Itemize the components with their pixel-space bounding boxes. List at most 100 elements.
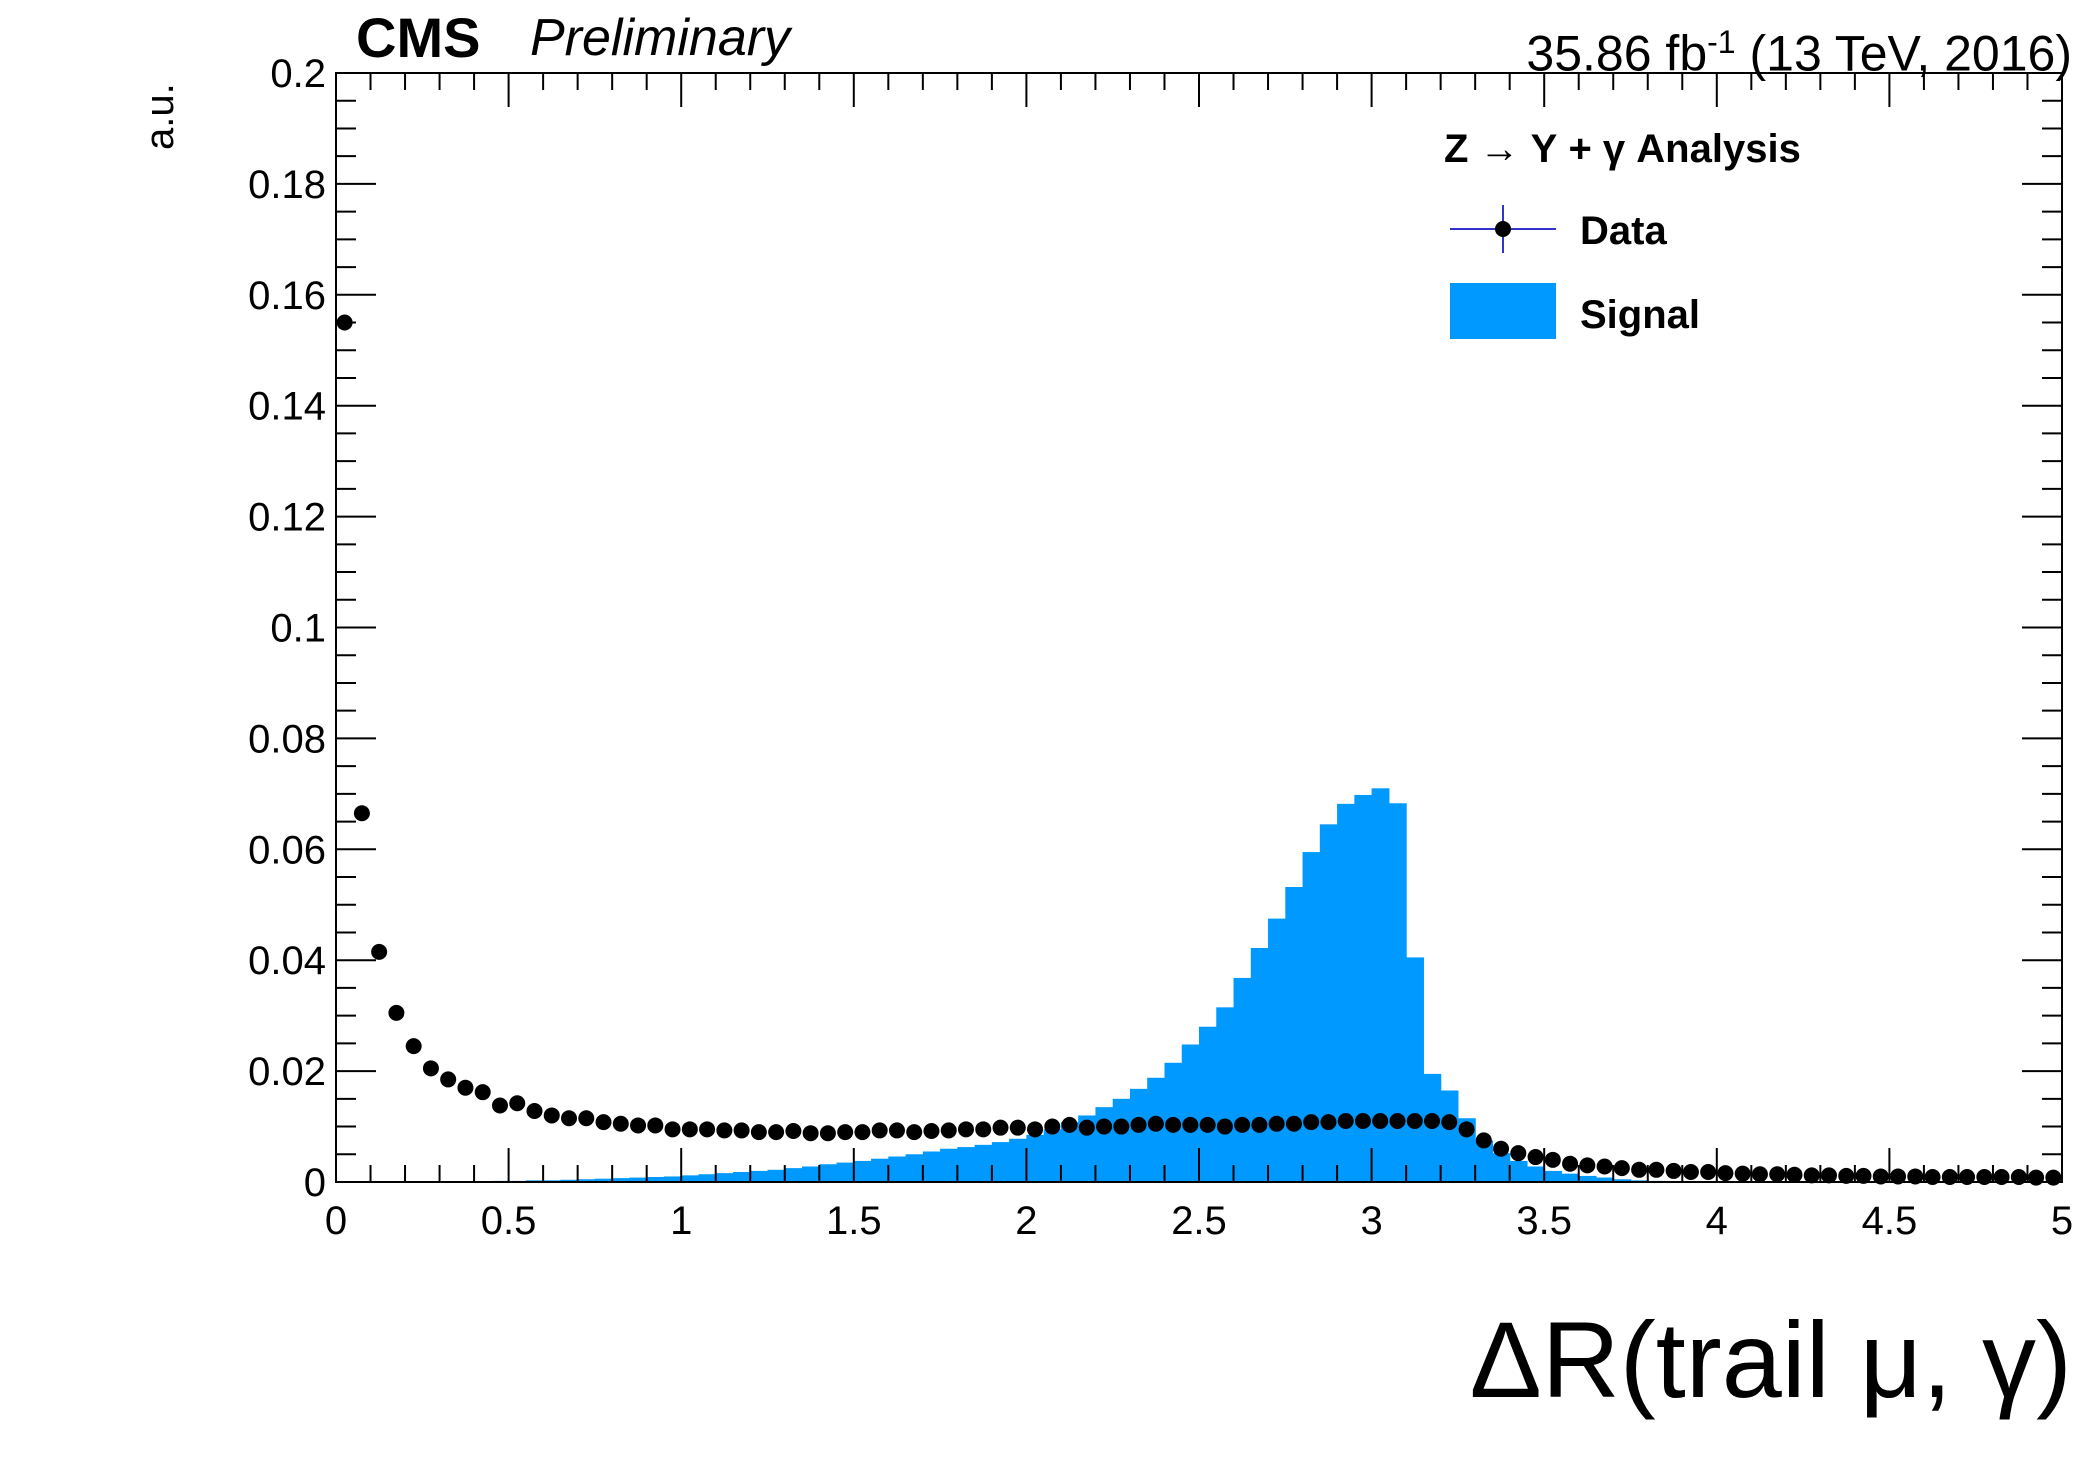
signal-bar <box>1268 918 1286 1182</box>
data-point <box>699 1121 716 1138</box>
y-tick-label: 0.02 <box>248 1050 326 1094</box>
x-tick-label: 5 <box>2051 1199 2073 1243</box>
lumi-unit-exponent: -1 <box>1707 24 1736 60</box>
signal-bar <box>1216 1007 1235 1182</box>
data-point <box>526 1103 543 1120</box>
data-point <box>940 1122 957 1139</box>
data-point <box>906 1124 923 1141</box>
data-point <box>1855 1167 1872 1184</box>
axes: 0 0.5 1 1.5 2 2.5 3 3.5 4 4.5 5 0 0.02 0.04 0.06 0.08 0.… <box>248 52 2073 1243</box>
signal-bar <box>1095 1107 1114 1182</box>
data-point <box>1268 1115 1285 1132</box>
data-point <box>1803 1167 1820 1184</box>
data-point <box>371 943 388 960</box>
data-point <box>1665 1162 1682 1179</box>
signal-bar <box>1181 1044 1200 1182</box>
signal-bar <box>784 1168 803 1182</box>
data-point <box>1890 1168 1907 1185</box>
data-point <box>1907 1168 1924 1185</box>
data-point <box>1527 1149 1544 1166</box>
data-point <box>1544 1151 1561 1168</box>
data-point <box>595 1114 612 1131</box>
data-point <box>854 1124 871 1141</box>
x-tick-label: 4.5 <box>1862 1199 1918 1243</box>
data-point <box>1734 1165 1751 1182</box>
signal-bar <box>629 1177 648 1182</box>
signal-bar <box>715 1173 734 1182</box>
data-point <box>353 805 370 822</box>
signal-bar <box>1613 1179 1632 1182</box>
y-tick-label: 0.04 <box>248 939 326 983</box>
data-point <box>1354 1113 1371 1130</box>
data-point <box>491 1097 508 1114</box>
signal-bar <box>991 1142 1010 1182</box>
x-tick-label: 3 <box>1360 1199 1382 1243</box>
data-point <box>923 1122 940 1139</box>
signal-bar <box>1043 1129 1062 1182</box>
signal-bar <box>1112 1098 1131 1182</box>
signal-bar <box>1285 887 1304 1182</box>
signal-bar <box>957 1147 976 1182</box>
data-point <box>1251 1116 1268 1133</box>
data-point <box>1769 1166 1786 1183</box>
data-point <box>1372 1113 1389 1130</box>
data-point <box>440 1071 457 1088</box>
data-point <box>1406 1113 1423 1130</box>
data-point <box>1320 1114 1337 1131</box>
data-point <box>1147 1115 1164 1132</box>
data-point <box>1838 1167 1855 1184</box>
data-point <box>647 1117 664 1134</box>
signal-bar <box>1129 1088 1148 1182</box>
data-point <box>1165 1116 1182 1133</box>
signal-bar <box>1440 1090 1459 1182</box>
data-point <box>1303 1114 1320 1131</box>
data-point <box>1717 1165 1734 1182</box>
signal-bar <box>940 1148 958 1182</box>
data-point <box>543 1107 560 1124</box>
signal-bar <box>1009 1138 1027 1182</box>
data-point <box>1113 1118 1130 1135</box>
data-point <box>1700 1164 1717 1181</box>
data-point <box>1389 1113 1406 1130</box>
signal-bar <box>1492 1153 1511 1182</box>
data-point <box>957 1121 974 1138</box>
data-point <box>2028 1169 2045 1186</box>
data-point <box>1820 1167 1837 1184</box>
signal-bar <box>1406 957 1424 1182</box>
legend-title: Z → Υ + γ Analysis <box>1444 127 1801 171</box>
signal-bar <box>1250 948 1269 1182</box>
data-point <box>1493 1140 1510 1157</box>
signal-bar <box>1578 1175 1597 1182</box>
x-tick-label: 0.5 <box>481 1199 537 1243</box>
data-point <box>1596 1158 1613 1175</box>
data-point <box>1424 1113 1441 1130</box>
x-tick-label: 1 <box>670 1199 692 1243</box>
data-point <box>1285 1115 1302 1132</box>
signal-bar <box>974 1144 993 1182</box>
x-tick-label: 0 <box>325 1199 347 1243</box>
signal-bar <box>905 1154 924 1182</box>
signal-bar <box>577 1179 596 1182</box>
data-point <box>733 1122 750 1139</box>
signal-bar <box>612 1178 631 1182</box>
signal-bar <box>1026 1134 1045 1182</box>
data-point <box>1562 1155 1579 1172</box>
y-tick-label: 0.12 <box>248 496 326 540</box>
y-tick-label: 0.06 <box>248 828 326 872</box>
data-point <box>1337 1113 1354 1130</box>
data-point <box>1078 1119 1095 1136</box>
data-point <box>388 1004 405 1021</box>
x-tick-label: 4 <box>1706 1199 1728 1243</box>
data-point <box>871 1122 888 1139</box>
y-tick-label: 0.1 <box>270 607 326 651</box>
data-point <box>1579 1157 1596 1174</box>
signal-bar <box>1561 1173 1580 1182</box>
data-point <box>1234 1116 1251 1133</box>
x-axis-label: ΔR(trail μ, γ) <box>1469 1299 2072 1420</box>
data-point <box>837 1124 854 1141</box>
data-point <box>1096 1118 1113 1135</box>
signal-bar <box>819 1164 838 1182</box>
y-tick-label: 0 <box>304 1161 326 1205</box>
legend-data-marker <box>1495 221 1511 237</box>
data-point <box>888 1122 905 1139</box>
